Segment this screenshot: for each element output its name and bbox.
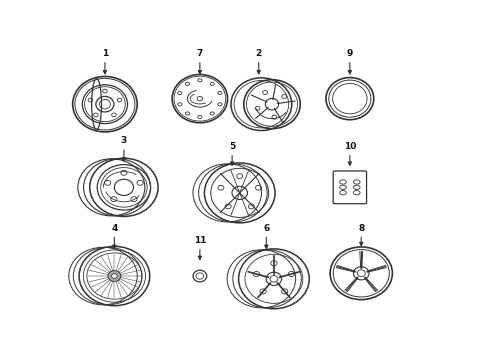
Text: 3: 3 xyxy=(121,136,127,145)
Text: 4: 4 xyxy=(111,224,118,233)
Text: 1: 1 xyxy=(102,49,108,58)
Text: 11: 11 xyxy=(194,236,206,245)
Text: 5: 5 xyxy=(229,142,235,151)
Text: 10: 10 xyxy=(343,142,356,151)
Text: 2: 2 xyxy=(256,49,262,58)
Text: 8: 8 xyxy=(358,224,365,233)
Text: 7: 7 xyxy=(196,49,203,58)
Text: 6: 6 xyxy=(263,224,270,233)
Text: 9: 9 xyxy=(346,49,353,58)
